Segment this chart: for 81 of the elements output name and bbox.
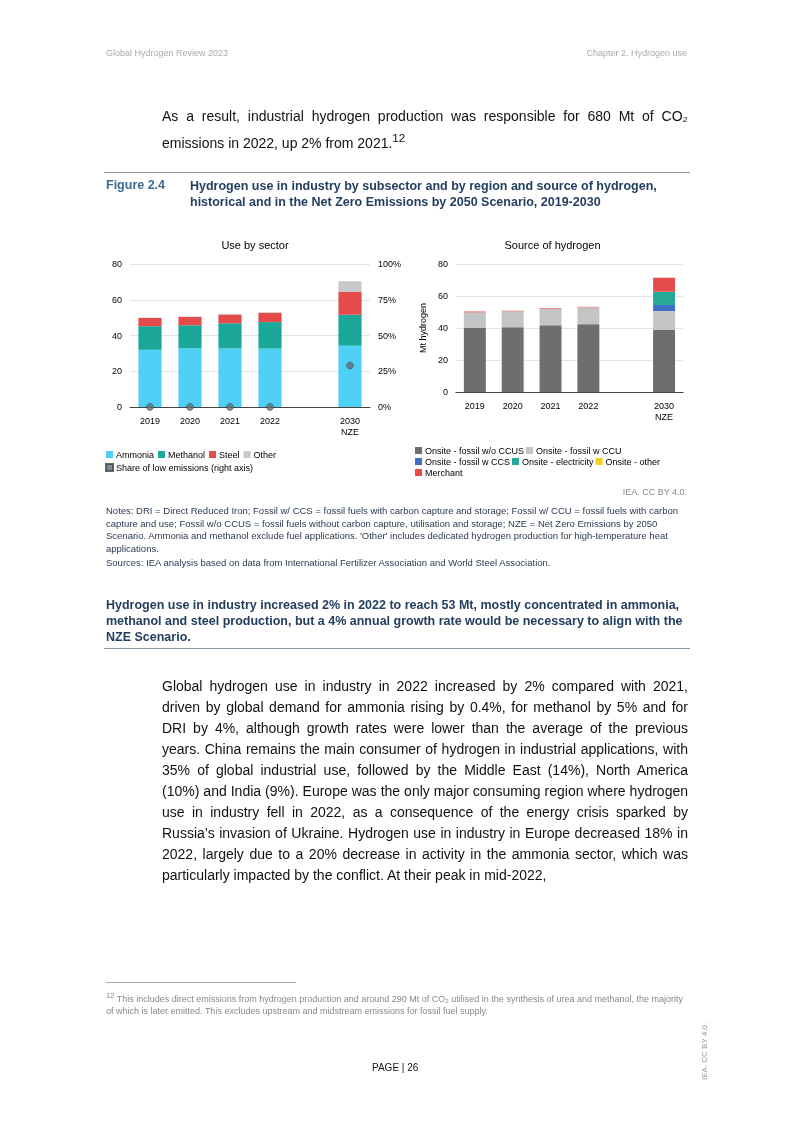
legend-label: Steel bbox=[219, 449, 240, 460]
bar bbox=[577, 324, 600, 392]
x-tick-label: 2022 bbox=[259, 415, 281, 426]
y-tick-label: 60 bbox=[111, 294, 122, 305]
chart-title: Use by sector bbox=[221, 238, 289, 251]
bar bbox=[218, 314, 242, 324]
text: Notes: DRI = Direct Reduced Iron; Fossil w/ CCS = fossil fuels with carbon capture and storage; Fossil w/ CCU = fossil fuels with carbon capture and use; Fossil w/o CCUS = fossil fuels without carbon capture, utilisation and storage; NZE = Net Zero Emissions by 2050 Scenario. Ammonia and methanol exclude fuel applications. 'Other' includes dedicated hydrogen production for high-temperature heat applications. bbox=[106, 505, 680, 555]
y2-tick-label: 0% bbox=[378, 402, 392, 412]
bar bbox=[338, 345, 362, 407]
bar bbox=[653, 310, 676, 331]
bar bbox=[338, 314, 362, 346]
text: IEA. CC BY 4.0. bbox=[700, 1022, 709, 1080]
bar bbox=[178, 348, 202, 407]
bar bbox=[501, 311, 524, 328]
bar bbox=[653, 330, 676, 392]
source-note: Sources: IEA analysis based on data from International Fertilizer Association and World Steel Association. bbox=[106, 557, 552, 568]
legend-label: Merchant bbox=[425, 467, 464, 478]
x-tick-label: 2021 bbox=[540, 400, 561, 411]
bar bbox=[463, 328, 486, 392]
x-tick-label: 2022 bbox=[578, 400, 599, 411]
y-tick-label: 0 bbox=[116, 402, 122, 412]
y-axis-title: Mt hydrogen bbox=[417, 302, 428, 354]
y-tick-label: 40 bbox=[437, 323, 448, 333]
legend-label: Other bbox=[253, 449, 277, 460]
text: IEA. CC BY 4.0. bbox=[622, 487, 687, 497]
bar bbox=[501, 327, 524, 392]
x-tick-label: 2030 NZE bbox=[339, 415, 361, 437]
text: As a result, industrial hydrogen production was responsible for 680 Mt of CO₂ emissions in 2022, up 2% from 2021.$^{12}$ bbox=[162, 107, 688, 153]
x-tick-label: 2020 bbox=[179, 415, 201, 426]
legend-label: Onsite - fossil w CCS bbox=[425, 456, 511, 467]
bar bbox=[653, 277, 676, 292]
caption: Figure 2.4 bbox=[106, 178, 166, 192]
y-tick-label: 40 bbox=[111, 330, 122, 341]
bar bbox=[577, 307, 600, 325]
bar bbox=[138, 317, 162, 327]
legend-label: Onsite - fossil w CCU bbox=[536, 445, 622, 456]
bar bbox=[653, 291, 676, 305]
bar bbox=[138, 349, 162, 407]
text: Global Hydrogen Review 2023 bbox=[106, 48, 229, 58]
x-tick-label: 2019 bbox=[464, 400, 485, 411]
bar bbox=[218, 323, 242, 349]
y-tick-label: 80 bbox=[111, 259, 122, 269]
bar bbox=[178, 317, 202, 326]
x-tick-label: 2021 bbox=[219, 415, 241, 426]
chart-title: Source of hydrogen bbox=[504, 238, 601, 251]
legend-label: Share of low emissions (right axis) bbox=[116, 462, 254, 473]
text: Hydrogen use in industry increased 2% in 2022 to reach 53 Mt, mostly concentrated in ammonia, methanol and steel production, but a 4% annual growth rate would be necessary to align with the NZE Scenario. bbox=[106, 597, 684, 645]
bar bbox=[138, 326, 162, 350]
bar bbox=[463, 312, 486, 328]
text: Global hydrogen use in industry in 2022 increased by 2% compared with 2021, driven by global demand for ammonia rising by 0.4%, for methanol by 5% and for DRI by 4%, although growth rates were lower than the average of the previous years. China remains the main consumer of hydrogen in industrial applications, with 35% of global industrial use, followed by the Middle East (14%), North America (10%) and India (9%). Europe was the only major consuming region where hydrogen use in industry fell in 2022, as a consequence of the energy crisis sparked by Russia’s invasion of Ukraine. Hydrogen use in industry in Europe decreased 18% in 2022, largely due to a 20% decrease in activity in the ammonia sector, which was particularly impacted by the conflict. At their peak in mid-2022, bbox=[162, 678, 688, 883]
bar bbox=[178, 325, 202, 349]
text: $^{12}$ This includes direct emissions from hydrogen production and around 290 Mt of CO₂ utilised in the synthesis of urea and methanol, the majority of which is later emitted. This excludes upstream and midstream emissions for fossil fuel supply. bbox=[106, 990, 684, 1017]
x-tick-label: 2020 bbox=[502, 400, 523, 411]
bar bbox=[539, 308, 562, 326]
y2-tick-label: 75% bbox=[378, 294, 397, 305]
y2-tick-label: 50% bbox=[378, 330, 397, 341]
x-tick-label: 2030 NZE bbox=[654, 400, 675, 422]
legend-label: Onsite - electricity bbox=[522, 456, 595, 467]
y-tick-label: 0 bbox=[442, 387, 448, 397]
x-tick-label: 2019 bbox=[139, 415, 161, 426]
legend-label: Onsite - fossil w/o CCUS bbox=[425, 445, 525, 456]
bar bbox=[258, 312, 282, 323]
y2-tick-label: 25% bbox=[378, 366, 397, 377]
legend-label: Ammonia bbox=[116, 449, 155, 460]
bar bbox=[258, 348, 282, 407]
bar bbox=[338, 291, 362, 315]
bar bbox=[539, 325, 562, 392]
bar bbox=[218, 348, 242, 407]
legend-label: Methanol bbox=[168, 449, 206, 460]
bar bbox=[338, 281, 362, 292]
text: Hydrogen use in industry by subsector and by region and source of hydrogen, historical and in the Net Zero Emissions by 2050 Scenario, 2019-2030 bbox=[190, 178, 658, 210]
text: Chapter 2. Hydrogen use bbox=[586, 48, 687, 58]
y2-tick-label: 100% bbox=[378, 259, 402, 269]
y-tick-label: 60 bbox=[437, 291, 448, 301]
y-tick-label: 80 bbox=[437, 259, 448, 269]
bar bbox=[653, 304, 676, 311]
bar bbox=[258, 322, 282, 349]
y-tick-label: 20 bbox=[437, 355, 448, 365]
y-tick-label: 20 bbox=[111, 366, 122, 377]
text: PAGE | 26 bbox=[372, 1062, 419, 1073]
legend-label: Onsite - other bbox=[605, 456, 661, 467]
